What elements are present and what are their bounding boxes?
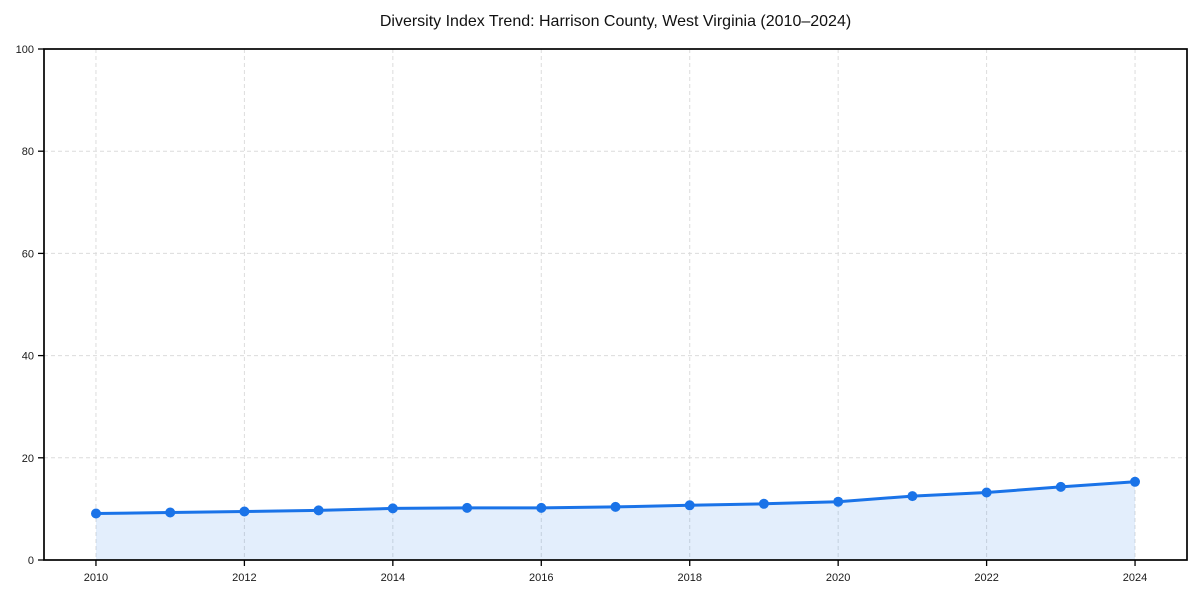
data-point-2018 xyxy=(684,500,695,511)
y-tick-label: 60 xyxy=(22,248,34,260)
x-tick-label: 2010 xyxy=(84,572,108,584)
data-point-2022 xyxy=(981,487,992,498)
x-tick-label: 2014 xyxy=(381,572,405,584)
y-tick-label: 40 xyxy=(22,351,34,363)
data-point-2023 xyxy=(1055,481,1066,492)
y-tick-label: 100 xyxy=(16,44,34,56)
x-tick-label: 2012 xyxy=(232,572,256,584)
data-point-2017 xyxy=(610,501,621,512)
data-point-2011 xyxy=(165,507,176,518)
data-point-2013 xyxy=(313,505,324,516)
x-tick-label: 2024 xyxy=(1123,572,1147,584)
x-tick-label: 2016 xyxy=(529,572,553,584)
data-point-2021 xyxy=(907,491,918,502)
x-tick-label: 2022 xyxy=(974,572,998,584)
axes-box xyxy=(43,48,1188,561)
x-tick-label: 2020 xyxy=(826,572,850,584)
y-tick-label: 0 xyxy=(28,555,34,567)
data-point-2024 xyxy=(1130,476,1140,487)
data-point-2014 xyxy=(387,503,398,514)
data-point-2016 xyxy=(536,502,547,513)
chart-title: Diversity Index Trend: Harrison County, … xyxy=(379,13,852,30)
data-point-2012 xyxy=(239,506,250,517)
x-tick-label: 2018 xyxy=(677,572,701,584)
data-point-2010 xyxy=(91,508,101,519)
data-point-2019 xyxy=(758,498,769,509)
data-point-2015 xyxy=(462,502,473,513)
y-tick-label: 80 xyxy=(22,146,34,158)
area-fill xyxy=(96,481,1135,560)
data-point-2020 xyxy=(833,496,844,507)
y-tick-label: 20 xyxy=(22,453,34,465)
